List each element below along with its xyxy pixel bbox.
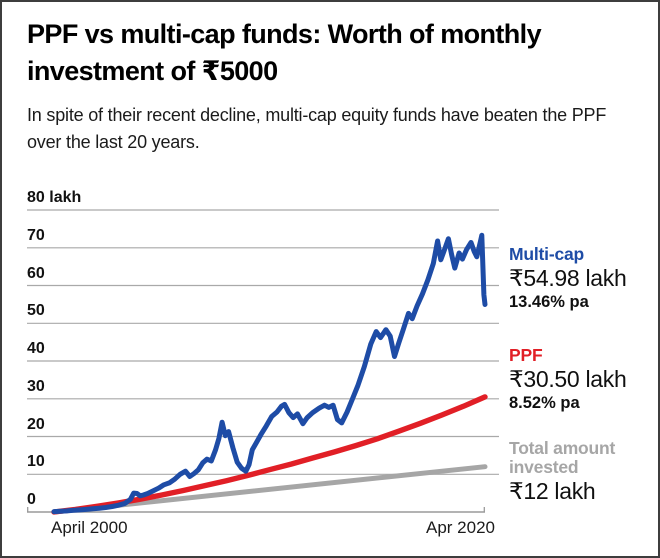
series-name-invested: Total amount invested bbox=[509, 438, 616, 477]
series-return-multicap: 13.46% pa bbox=[509, 293, 589, 311]
series-annotation-multicap: Multi-cap ₹54.98 lakh 13.46% pa bbox=[509, 244, 627, 312]
ppf-line bbox=[51, 394, 488, 515]
y-tick-label-40: 40 bbox=[27, 340, 45, 357]
y-tick-label-20: 20 bbox=[27, 415, 45, 433]
series-name-multicap: Multi-cap bbox=[509, 244, 585, 264]
y-tick-label-0: 0 bbox=[27, 491, 36, 508]
chart-title: PPF vs multi-cap funds: Worth of monthly… bbox=[27, 19, 542, 86]
y-tick-label-30: 30 bbox=[27, 377, 45, 395]
x-axis-start-label: April 2000 bbox=[51, 518, 128, 537]
series-annotation-invested: Total amount invested ₹12 lakh bbox=[509, 439, 641, 505]
y-tick-label-60: 60 bbox=[27, 264, 45, 282]
series-end-value-multicap: ₹54.98 lakh bbox=[509, 265, 627, 291]
series-end-value-invested: ₹12 lakh bbox=[509, 478, 596, 504]
y-tick-label-70: 70 bbox=[27, 226, 45, 244]
multicap-line bbox=[51, 232, 488, 515]
y-tick-label-50: 50 bbox=[27, 302, 45, 320]
y-tick-label-10: 10 bbox=[27, 453, 45, 471]
y-tick-label-80: 80 lakh bbox=[27, 189, 82, 206]
chart-subtitle: In spite of their recent decline, multi-… bbox=[27, 105, 607, 152]
series-name-ppf: PPF bbox=[509, 345, 543, 365]
series-annotation-ppf: PPF ₹30.50 lakh 8.52% pa bbox=[509, 345, 627, 413]
series-return-ppf: 8.52% pa bbox=[509, 394, 580, 412]
series-end-value-ppf: ₹30.50 lakh bbox=[509, 366, 627, 392]
x-axis-end-label: Apr 2020 bbox=[426, 518, 495, 537]
